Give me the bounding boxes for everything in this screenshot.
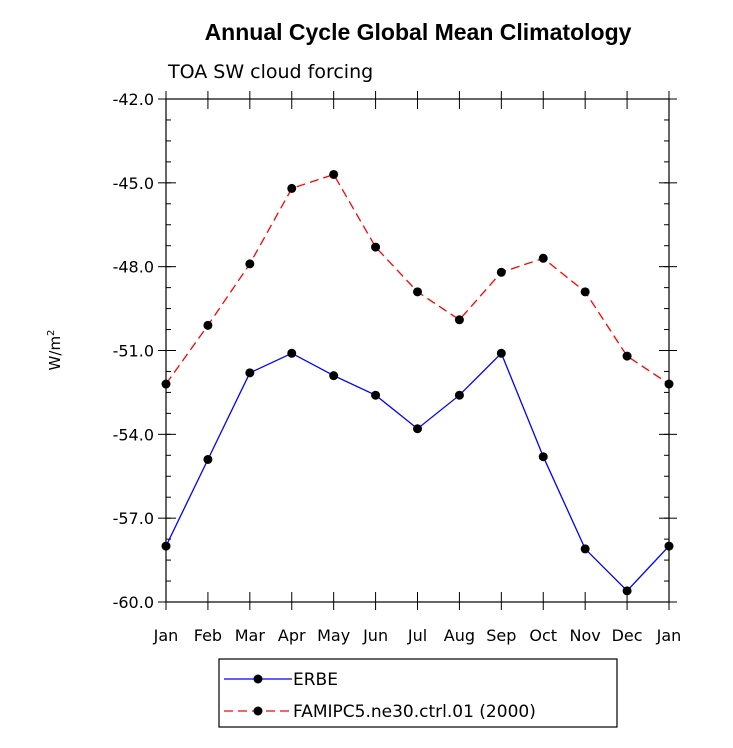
data-point bbox=[580, 287, 590, 297]
plot-frame bbox=[165, 98, 670, 603]
series-line bbox=[165, 352, 670, 592]
legend: ERBE FAMIPC5.ne30.ctrl.01 (2000) bbox=[218, 658, 618, 728]
data-point bbox=[329, 169, 339, 179]
data-point bbox=[203, 320, 213, 330]
data-point bbox=[622, 351, 632, 361]
data-point bbox=[287, 183, 297, 193]
x-tick-label: Jul bbox=[407, 626, 427, 645]
x-tick-label: Jan bbox=[153, 626, 179, 645]
x-tick-label: Sep bbox=[486, 626, 516, 645]
x-tick-label: Jan bbox=[656, 626, 682, 645]
data-point bbox=[413, 287, 422, 297]
legend-box bbox=[218, 658, 618, 728]
axis-ticks bbox=[158, 91, 677, 610]
data-point bbox=[538, 253, 548, 263]
data-point bbox=[245, 368, 255, 378]
legend-label-famipc5: FAMIPC5.ne30.ctrl.01 (2000) bbox=[293, 702, 536, 722]
y-tick-label: -51.0 bbox=[113, 342, 154, 361]
data-point bbox=[203, 454, 213, 464]
plot-border bbox=[165, 98, 670, 603]
series-line bbox=[165, 173, 670, 385]
data-point bbox=[371, 390, 381, 400]
data-point bbox=[664, 379, 674, 389]
x-tick-label: Apr bbox=[278, 626, 306, 645]
chart-subtitle: TOA SW cloud forcing bbox=[167, 61, 373, 83]
data-point bbox=[329, 371, 339, 381]
data-point bbox=[413, 424, 422, 434]
x-tick-label: May bbox=[317, 626, 350, 645]
data-point bbox=[664, 541, 674, 551]
y-tick-label: -45.0 bbox=[113, 174, 154, 193]
data-point bbox=[454, 315, 464, 325]
y-tick-label: -60.0 bbox=[113, 593, 154, 612]
legend-marker-erbe bbox=[253, 674, 263, 684]
data-point bbox=[496, 267, 506, 277]
y-tick-label: -57.0 bbox=[113, 509, 154, 528]
data-point bbox=[454, 390, 464, 400]
data-point bbox=[580, 544, 590, 554]
legend-label-erbe: ERBE bbox=[293, 670, 338, 690]
legend-marker-famipc5 bbox=[253, 706, 263, 716]
series-1 bbox=[161, 169, 674, 389]
x-tick-label: Nov bbox=[570, 626, 601, 645]
x-tick-label: Jun bbox=[362, 626, 388, 645]
x-tick-label: Oct bbox=[529, 626, 557, 645]
x-tick-label: Aug bbox=[444, 626, 475, 645]
data-point bbox=[622, 586, 632, 596]
x-axis-tick-labels: Jan Feb Mar Apr May Jun Jul Aug Sep Oct Nov Dec Jan bbox=[153, 626, 682, 645]
x-tick-label: Feb bbox=[194, 626, 222, 645]
series-layer bbox=[161, 169, 674, 596]
data-point bbox=[161, 379, 171, 389]
chart-title: Annual Cycle Global Mean Climatology bbox=[205, 19, 632, 45]
data-point bbox=[538, 452, 548, 462]
y-tick-label: -48.0 bbox=[113, 258, 154, 277]
data-point bbox=[287, 348, 297, 358]
x-tick-label: Dec bbox=[612, 626, 643, 645]
y-axis-tick-labels: -42.0 -45.0 -48.0 -51.0 -54.0 -57.0 -60.0 bbox=[113, 90, 154, 612]
data-point bbox=[161, 541, 171, 551]
x-tick-label: Mar bbox=[235, 626, 266, 645]
data-point bbox=[371, 242, 381, 252]
y-tick-label: -42.0 bbox=[113, 90, 154, 109]
y-tick-label: -54.0 bbox=[113, 425, 154, 444]
series-0 bbox=[161, 348, 674, 596]
data-point bbox=[245, 259, 255, 269]
data-point bbox=[496, 348, 506, 358]
y-axis-label: W/m2 bbox=[46, 330, 64, 371]
